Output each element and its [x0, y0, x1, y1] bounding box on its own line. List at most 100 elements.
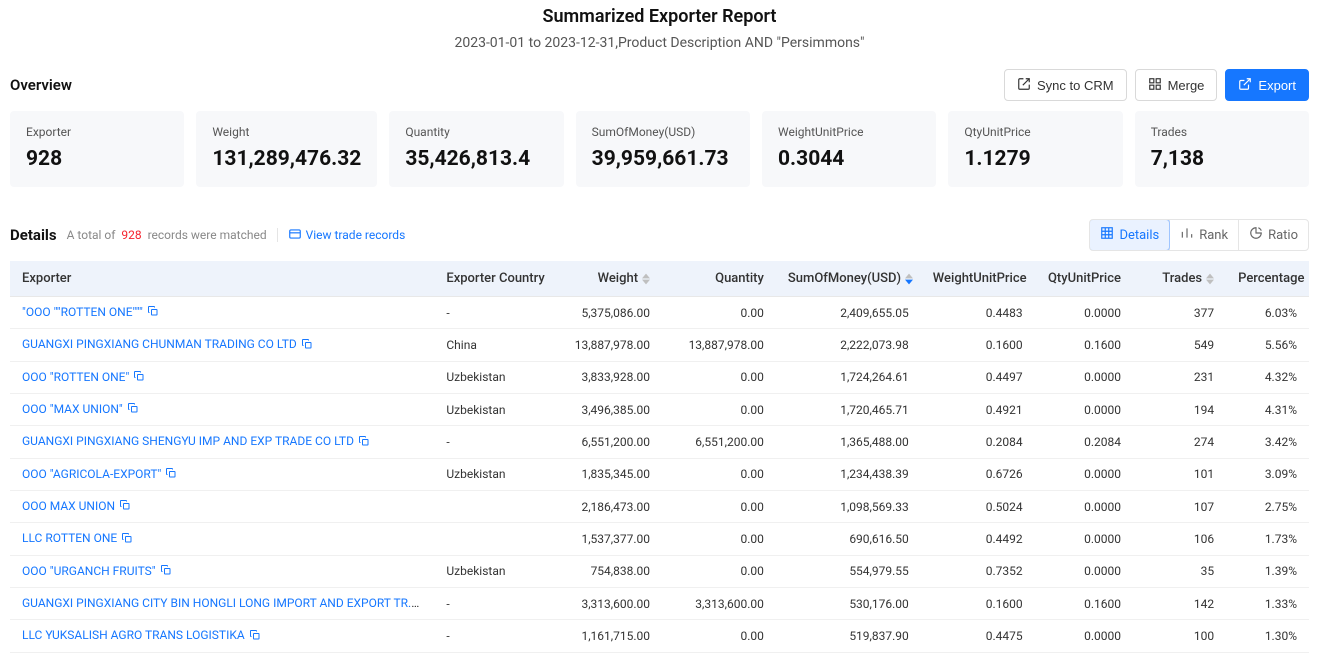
exporter-link[interactable]: OOO "URGANCH FRUITS" [22, 564, 156, 578]
cell-quantity: 0.00 [662, 490, 776, 522]
stat-label: SumOfMoney(USD) [592, 125, 734, 139]
cell-qup: 0.0000 [1035, 361, 1133, 393]
cell-trades: 106 [1133, 523, 1226, 555]
col-sum[interactable]: SumOfMoney(USD) [776, 261, 921, 297]
exporter-link[interactable]: GUANGXI PINGXIANG CITY BIN HONGLI LONG I… [22, 596, 419, 610]
copy-icon[interactable] [301, 338, 313, 353]
cell-wup: 0.4492 [921, 523, 1035, 555]
tab-details[interactable]: Details [1089, 219, 1170, 251]
cell-trades: 231 [1133, 361, 1226, 393]
table-row: GUANGXI PINGXIANG SHENGYU IMP AND EXP TR… [10, 426, 1309, 458]
exporter-link[interactable]: "OOO ""ROTTEN ONE""" [22, 305, 143, 319]
exporter-link[interactable]: GUANGXI PINGXIANG SHENGYU IMP AND EXP TR… [22, 434, 354, 448]
col-trades[interactable]: Trades [1133, 261, 1226, 297]
action-buttons: Sync to CRM Merge Export [1004, 69, 1309, 101]
table-row: LLC YUKSALISH AGRO TRANS LOGISTIKA-1,161… [10, 620, 1309, 652]
col-wup[interactable]: WeightUnitPrice [921, 261, 1035, 297]
cell-country: Uzbekistan [434, 393, 548, 425]
copy-icon[interactable] [422, 596, 434, 611]
cell-quantity: 0.00 [662, 393, 776, 425]
export-button[interactable]: Export [1225, 69, 1309, 101]
stat-label: Trades [1151, 125, 1293, 139]
stat-value: 1.1279 [964, 147, 1106, 171]
cell-wup: 0.1600 [921, 329, 1035, 361]
exporter-link[interactable]: OOO "AGRICOLA-EXPORT" [22, 467, 161, 481]
col-pct[interactable]: Percentage [1226, 261, 1309, 297]
sort-icon [642, 273, 650, 285]
cell-weight: 3,496,385.00 [548, 393, 662, 425]
exporter-link[interactable]: OOO "MAX UNION" [22, 402, 123, 416]
col-weight[interactable]: Weight [548, 261, 662, 297]
sort-icon [1206, 273, 1214, 285]
table-row: OOO "MAX UNION"Uzbekistan3,496,385.000.0… [10, 393, 1309, 425]
copy-icon[interactable] [127, 402, 139, 417]
cell-sum: 554,979.55 [776, 555, 921, 587]
exporter-link[interactable]: OOO MAX UNION [22, 499, 115, 513]
cell-qup: 0.0000 [1035, 523, 1133, 555]
copy-icon[interactable] [133, 370, 145, 385]
cell-sum: 690,616.50 [776, 523, 921, 555]
stat-card: Weight131,289,476.32 [196, 111, 377, 187]
copy-icon[interactable] [119, 499, 131, 514]
cell-sum: 1,724,264.61 [776, 361, 921, 393]
col-qup[interactable]: QtyUnitPrice [1035, 261, 1133, 297]
cell-qup: 0.0000 [1035, 458, 1133, 490]
copy-icon[interactable] [121, 532, 133, 547]
exporter-link[interactable]: LLC ROTTEN ONE [22, 531, 117, 545]
cell-trades: 194 [1133, 393, 1226, 425]
view-trade-records-link[interactable]: View trade records [288, 227, 406, 244]
cell-country [434, 523, 548, 555]
cell-country: - [434, 297, 548, 329]
col-quantity[interactable]: Quantity [662, 261, 776, 297]
tab-rank[interactable]: Rank [1169, 220, 1238, 250]
cell-sum: 2,222,073.98 [776, 329, 921, 361]
cell-quantity: 0.00 [662, 620, 776, 652]
page-header: Summarized Exporter Report 2023-01-01 to… [10, 0, 1309, 61]
cell-weight: 5,375,086.00 [548, 297, 662, 329]
col-country[interactable]: Exporter Country [434, 261, 548, 297]
table-row: OOO MAX UNION2,186,473.000.001,098,569.3… [10, 490, 1309, 522]
exporter-link[interactable]: OOO "ROTTEN ONE" [22, 370, 129, 384]
cell-sum: 2,409,655.05 [776, 297, 921, 329]
copy-icon[interactable] [249, 629, 261, 644]
cell-sum: 530,176.00 [776, 587, 921, 619]
details-match-count: A total of 928 records were matched [67, 228, 267, 242]
cell-trades: 377 [1133, 297, 1226, 329]
stat-card: QtyUnitPrice1.1279 [948, 111, 1122, 187]
tab-details-label: Details [1119, 228, 1159, 243]
cell-pct: 1.33% [1226, 587, 1309, 619]
cell-country [434, 490, 548, 522]
exporter-table: Exporter Exporter Country Weight Quantit… [10, 261, 1309, 653]
cell-country: China [434, 329, 548, 361]
cell-pct: 1.30% [1226, 620, 1309, 652]
table-row: "OOO ""ROTTEN ONE"""-5,375,086.000.002,4… [10, 297, 1309, 329]
merge-button[interactable]: Merge [1135, 69, 1218, 101]
cell-wup: 0.4921 [921, 393, 1035, 425]
copy-icon[interactable] [147, 305, 159, 320]
cell-pct: 4.32% [1226, 361, 1309, 393]
export-icon [1238, 77, 1252, 94]
copy-icon[interactable] [160, 564, 172, 579]
exporter-link[interactable]: LLC YUKSALISH AGRO TRANS LOGISTIKA [22, 628, 245, 642]
cell-sum: 1,098,569.33 [776, 490, 921, 522]
stat-value: 39,959,661.73 [592, 147, 734, 171]
exporter-link[interactable]: GUANGXI PINGXIANG CHUNMAN TRADING CO LTD [22, 337, 297, 351]
cell-pct: 2.75% [1226, 490, 1309, 522]
stat-card: SumOfMoney(USD) 39,959,661.73 [576, 111, 750, 187]
col-exporter[interactable]: Exporter [10, 261, 434, 297]
tab-ratio[interactable]: Ratio [1238, 220, 1308, 250]
cell-pct: 4.31% [1226, 393, 1309, 425]
copy-icon[interactable] [165, 467, 177, 482]
cell-pct: 1.39% [1226, 555, 1309, 587]
merge-label: Merge [1168, 78, 1205, 93]
sync-to-crm-button[interactable]: Sync to CRM [1004, 69, 1127, 101]
cell-qup: 0.0000 [1035, 555, 1133, 587]
sort-icon [905, 273, 913, 285]
cell-pct: 3.09% [1226, 458, 1309, 490]
copy-icon[interactable] [358, 435, 370, 450]
sync-icon [1017, 77, 1031, 94]
cell-trades: 274 [1133, 426, 1226, 458]
stat-value: 7,138 [1151, 147, 1293, 171]
cell-trades: 549 [1133, 329, 1226, 361]
cell-qup: 0.0000 [1035, 393, 1133, 425]
